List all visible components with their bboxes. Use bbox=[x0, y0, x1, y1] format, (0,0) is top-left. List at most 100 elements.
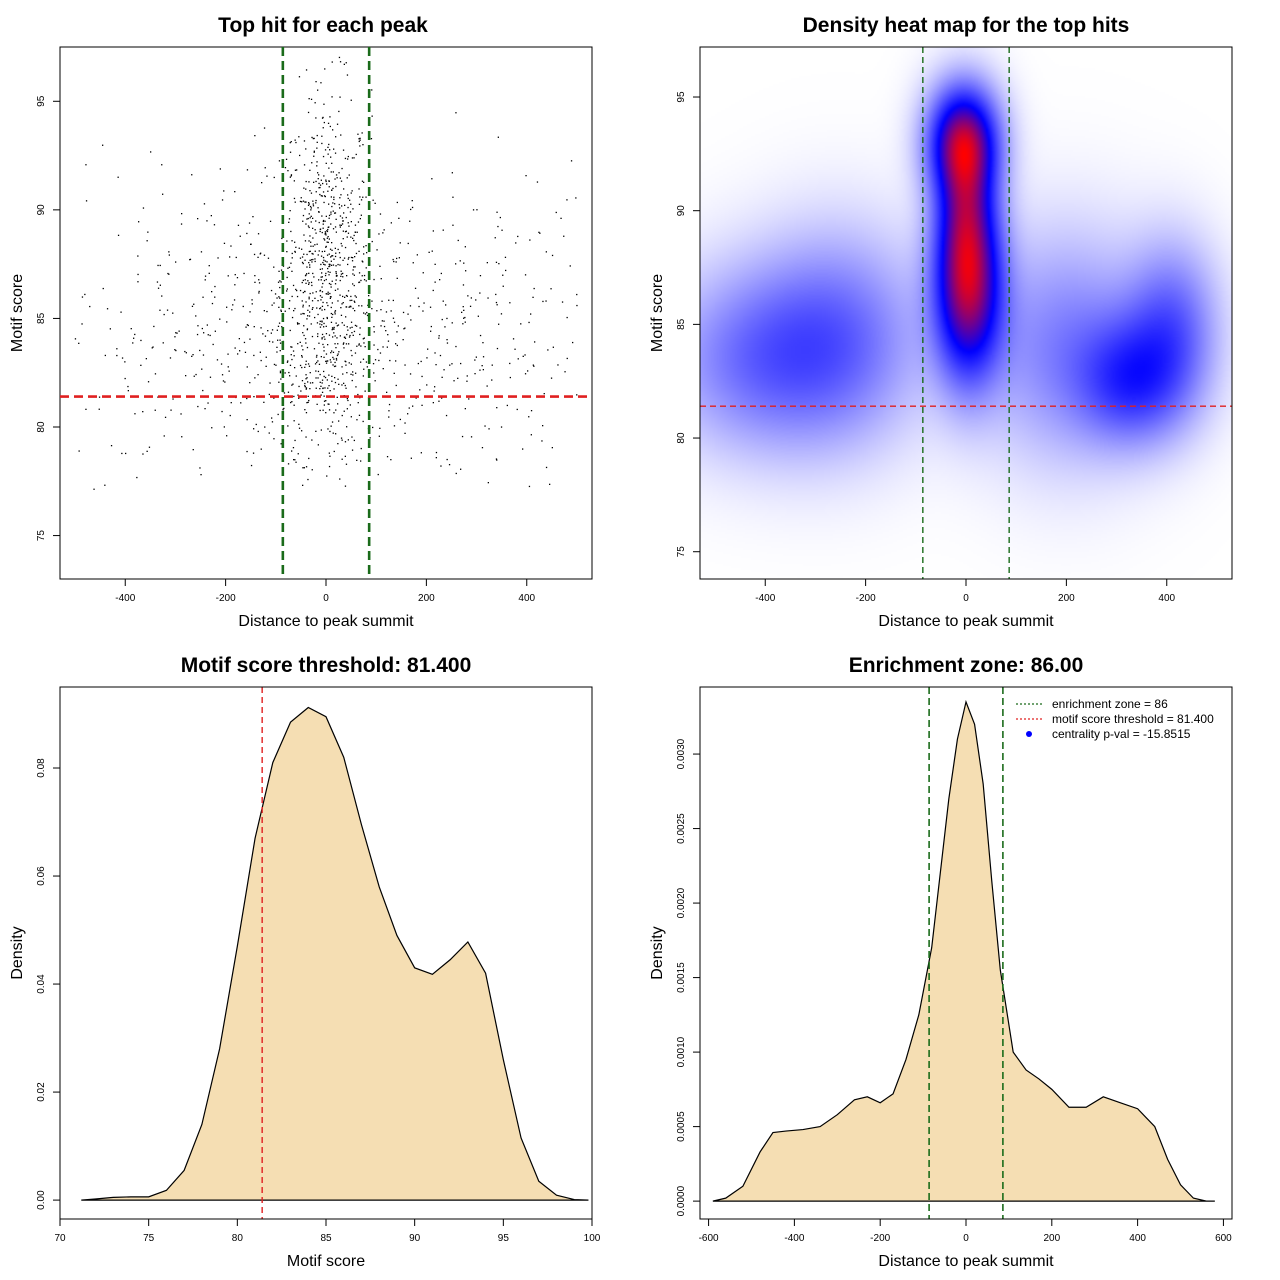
scatter-point bbox=[332, 328, 334, 330]
scatter-point bbox=[362, 196, 364, 198]
scatter-point bbox=[146, 240, 148, 242]
scatter-point bbox=[192, 354, 194, 356]
scatter-point bbox=[307, 204, 310, 206]
scatter-point bbox=[312, 217, 314, 219]
scatter-point bbox=[545, 466, 548, 469]
scatter-point bbox=[102, 287, 104, 290]
scatter-point bbox=[482, 356, 485, 358]
scatter-point bbox=[345, 294, 348, 297]
scatter-point bbox=[331, 375, 333, 377]
scatter-point bbox=[334, 289, 337, 291]
scatter-point bbox=[319, 184, 322, 186]
scatter-point bbox=[386, 391, 388, 393]
scatter-point bbox=[303, 325, 305, 327]
scatter-point bbox=[305, 201, 307, 203]
scatter-point bbox=[342, 220, 344, 222]
scatter-point bbox=[323, 370, 325, 373]
scatter-point bbox=[524, 373, 527, 375]
scatter-point bbox=[246, 366, 248, 368]
scatter-point bbox=[306, 377, 308, 379]
scatter-point bbox=[291, 295, 293, 298]
scatter-point bbox=[330, 352, 332, 354]
scatter-point bbox=[361, 305, 363, 307]
scatter-point bbox=[497, 136, 499, 138]
scatter-point bbox=[356, 419, 358, 421]
scatter-point bbox=[291, 252, 293, 255]
scatter-point bbox=[466, 375, 468, 377]
scatter-point bbox=[308, 399, 310, 402]
scatter-point bbox=[441, 376, 443, 378]
scatter-point bbox=[299, 341, 301, 343]
scatter-point bbox=[330, 256, 332, 258]
scatter-points bbox=[74, 56, 578, 490]
scatter-point bbox=[132, 342, 134, 344]
scatter-point bbox=[315, 199, 317, 202]
scatter-point bbox=[470, 436, 473, 438]
scatter-point bbox=[304, 201, 306, 203]
scatter-point bbox=[271, 329, 274, 331]
scatter-point bbox=[345, 463, 348, 465]
scatter-point bbox=[338, 203, 340, 206]
scatter-point bbox=[386, 456, 389, 458]
scatter-point bbox=[331, 380, 333, 382]
scatter-point bbox=[240, 402, 242, 404]
scatter-point bbox=[326, 317, 328, 320]
scatter-point bbox=[323, 375, 325, 378]
scatter-point bbox=[366, 366, 368, 368]
scatter-point bbox=[266, 310, 268, 313]
scatter-point bbox=[312, 205, 315, 207]
scatter-point bbox=[431, 178, 433, 180]
scatter-point bbox=[327, 153, 329, 155]
x-tick-label: 100 bbox=[584, 1233, 601, 1244]
scatter-point bbox=[370, 138, 373, 140]
scatter-point bbox=[169, 357, 172, 359]
scatter-point bbox=[286, 276, 288, 279]
scatter-point bbox=[363, 368, 365, 370]
scatter-point bbox=[296, 289, 298, 292]
scatter-point bbox=[533, 365, 535, 367]
scatter-point bbox=[339, 215, 342, 217]
scatter-point bbox=[481, 365, 483, 367]
scatter-point bbox=[304, 290, 306, 293]
scatter-point bbox=[379, 213, 382, 215]
scatter-point bbox=[331, 329, 333, 331]
scatter-point bbox=[376, 249, 378, 251]
scatter-point bbox=[439, 279, 441, 281]
scatter-point bbox=[514, 348, 516, 350]
scatter-point bbox=[328, 334, 331, 336]
scatter-point bbox=[175, 261, 177, 263]
scatter-point bbox=[337, 263, 339, 266]
scatter-point bbox=[343, 342, 345, 344]
scatter-point bbox=[334, 178, 336, 180]
scatter-point bbox=[293, 404, 295, 406]
scatter-point bbox=[338, 252, 341, 254]
scatter-point bbox=[345, 316, 347, 318]
scatter-point bbox=[316, 134, 318, 137]
scatter-point bbox=[191, 305, 194, 307]
scatter-point bbox=[303, 164, 306, 166]
scatter-point bbox=[498, 263, 500, 265]
scatter-point bbox=[302, 332, 304, 334]
scatter-point bbox=[378, 435, 380, 437]
scatter-point bbox=[204, 408, 206, 410]
scatter-point bbox=[320, 279, 322, 281]
scatter-point bbox=[340, 134, 342, 136]
scatter-point bbox=[388, 403, 391, 406]
scatter-point bbox=[85, 200, 88, 202]
scatter-point bbox=[203, 332, 205, 334]
scatter-point bbox=[265, 365, 267, 367]
scatter-point bbox=[363, 253, 365, 255]
scatter-point bbox=[435, 364, 437, 366]
scatter-point bbox=[332, 171, 334, 173]
scatter-point bbox=[296, 169, 298, 171]
scatter-point bbox=[302, 214, 305, 217]
scatter-point bbox=[316, 361, 318, 364]
scatter-point bbox=[350, 373, 352, 375]
scatter-point bbox=[328, 385, 330, 387]
scatter-point bbox=[335, 433, 337, 435]
scatter-point bbox=[344, 485, 347, 487]
scatter-point bbox=[229, 256, 231, 258]
scatter-point bbox=[412, 405, 414, 407]
scatter-point bbox=[419, 389, 421, 391]
scatter-point bbox=[572, 341, 574, 344]
